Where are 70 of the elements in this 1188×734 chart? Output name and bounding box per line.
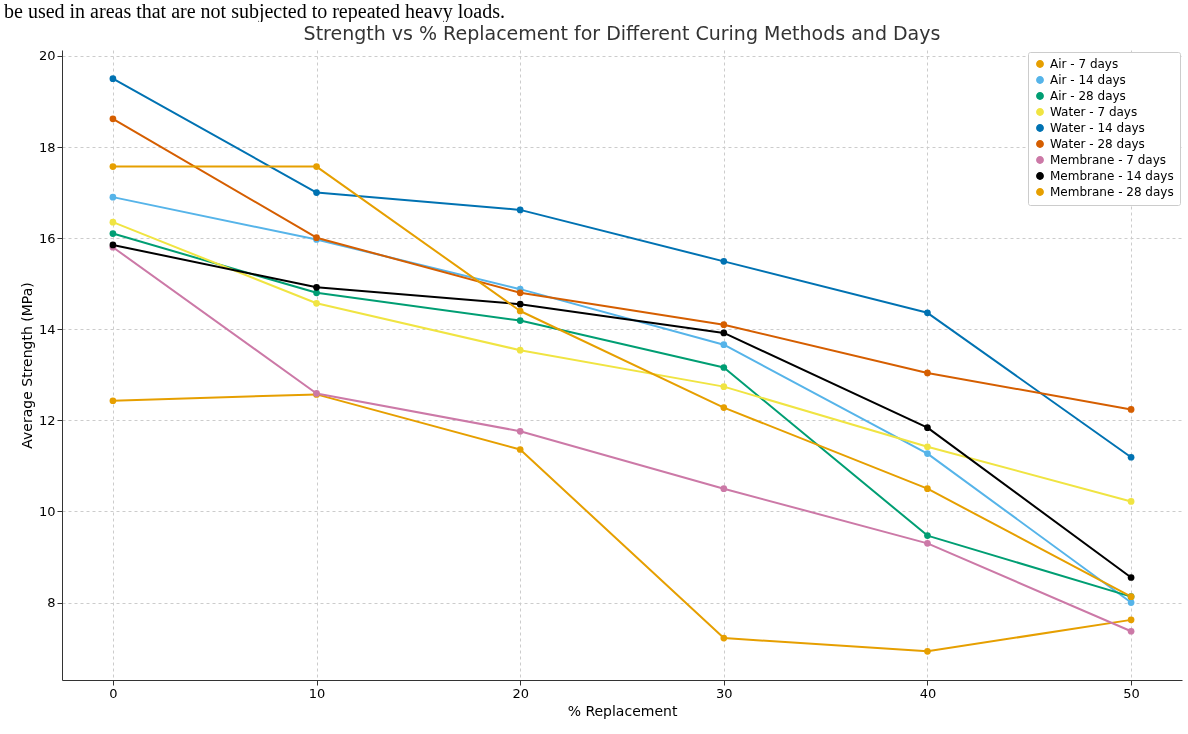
point [1127, 498, 1135, 505]
legend-label: Water - 28 days [1050, 137, 1145, 151]
point [720, 364, 728, 371]
y-axis-title: Average Strength (MPa) [18, 282, 35, 449]
point [720, 321, 728, 329]
point [924, 424, 931, 431]
point [924, 369, 931, 377]
legend-label: Membrane - 7 days [1050, 153, 1167, 167]
point [1127, 616, 1135, 624]
point [313, 163, 320, 170]
point [109, 115, 117, 123]
legend-label: Air - 7 days [1050, 57, 1119, 71]
point [1127, 574, 1135, 581]
point [924, 309, 931, 317]
point [109, 75, 117, 83]
y-tick-label: 12 [38, 412, 56, 428]
point [516, 446, 524, 453]
point [516, 307, 524, 315]
point [720, 329, 728, 337]
legend-label: Air - 28 days [1050, 89, 1126, 103]
point [1127, 406, 1135, 413]
y-tick-label: 10 [38, 503, 56, 519]
point [516, 317, 524, 324]
y-tick-label: 8 [47, 595, 56, 611]
point [1127, 627, 1135, 635]
point [313, 189, 320, 196]
legend-label: Membrane - 28 days [1050, 185, 1174, 199]
x-tick-label: 40 [919, 685, 937, 701]
point [109, 163, 117, 170]
text: be used in areas that are not subjected to repeated heavy loads. [3, 0, 506, 22]
point [720, 258, 728, 265]
point [924, 443, 931, 451]
point [109, 193, 117, 201]
point [720, 341, 728, 349]
legend-label: Water - 14 days [1050, 121, 1145, 135]
y-tick-label: 18 [38, 139, 56, 155]
point [924, 532, 931, 539]
x-tick-label: 0 [109, 685, 118, 701]
legend-label: Membrane - 14 days [1050, 169, 1174, 183]
x-axis-title: % Replacement [567, 702, 678, 719]
point [516, 300, 524, 308]
point [720, 383, 728, 390]
point [1127, 453, 1135, 461]
x-tick-label: 10 [308, 685, 326, 701]
point [924, 450, 931, 457]
point [313, 299, 320, 307]
point [924, 539, 931, 547]
point [720, 485, 728, 493]
point [516, 289, 524, 297]
x-tick-label: 20 [512, 685, 529, 701]
y-tick-label: 20 [38, 48, 56, 64]
point [109, 397, 117, 405]
x-tick-label: 30 [716, 685, 733, 701]
point [313, 283, 320, 291]
chart-title: Strength vs % Replacement for Different Curing Methods and Days [303, 21, 941, 44]
point [516, 346, 524, 354]
y-tick-label: 16 [38, 230, 56, 246]
point [516, 427, 524, 435]
point [109, 218, 117, 226]
point [924, 485, 931, 493]
point [720, 404, 728, 411]
point [109, 230, 117, 237]
y-tick-label: 14 [38, 321, 56, 337]
point [1127, 599, 1135, 606]
point [516, 206, 524, 214]
legend-label: Air - 14 days [1050, 73, 1126, 87]
x-tick-label: 50 [1123, 685, 1140, 701]
point [924, 647, 931, 655]
point [720, 634, 728, 642]
legend-label: Water - 7 days [1050, 105, 1138, 119]
